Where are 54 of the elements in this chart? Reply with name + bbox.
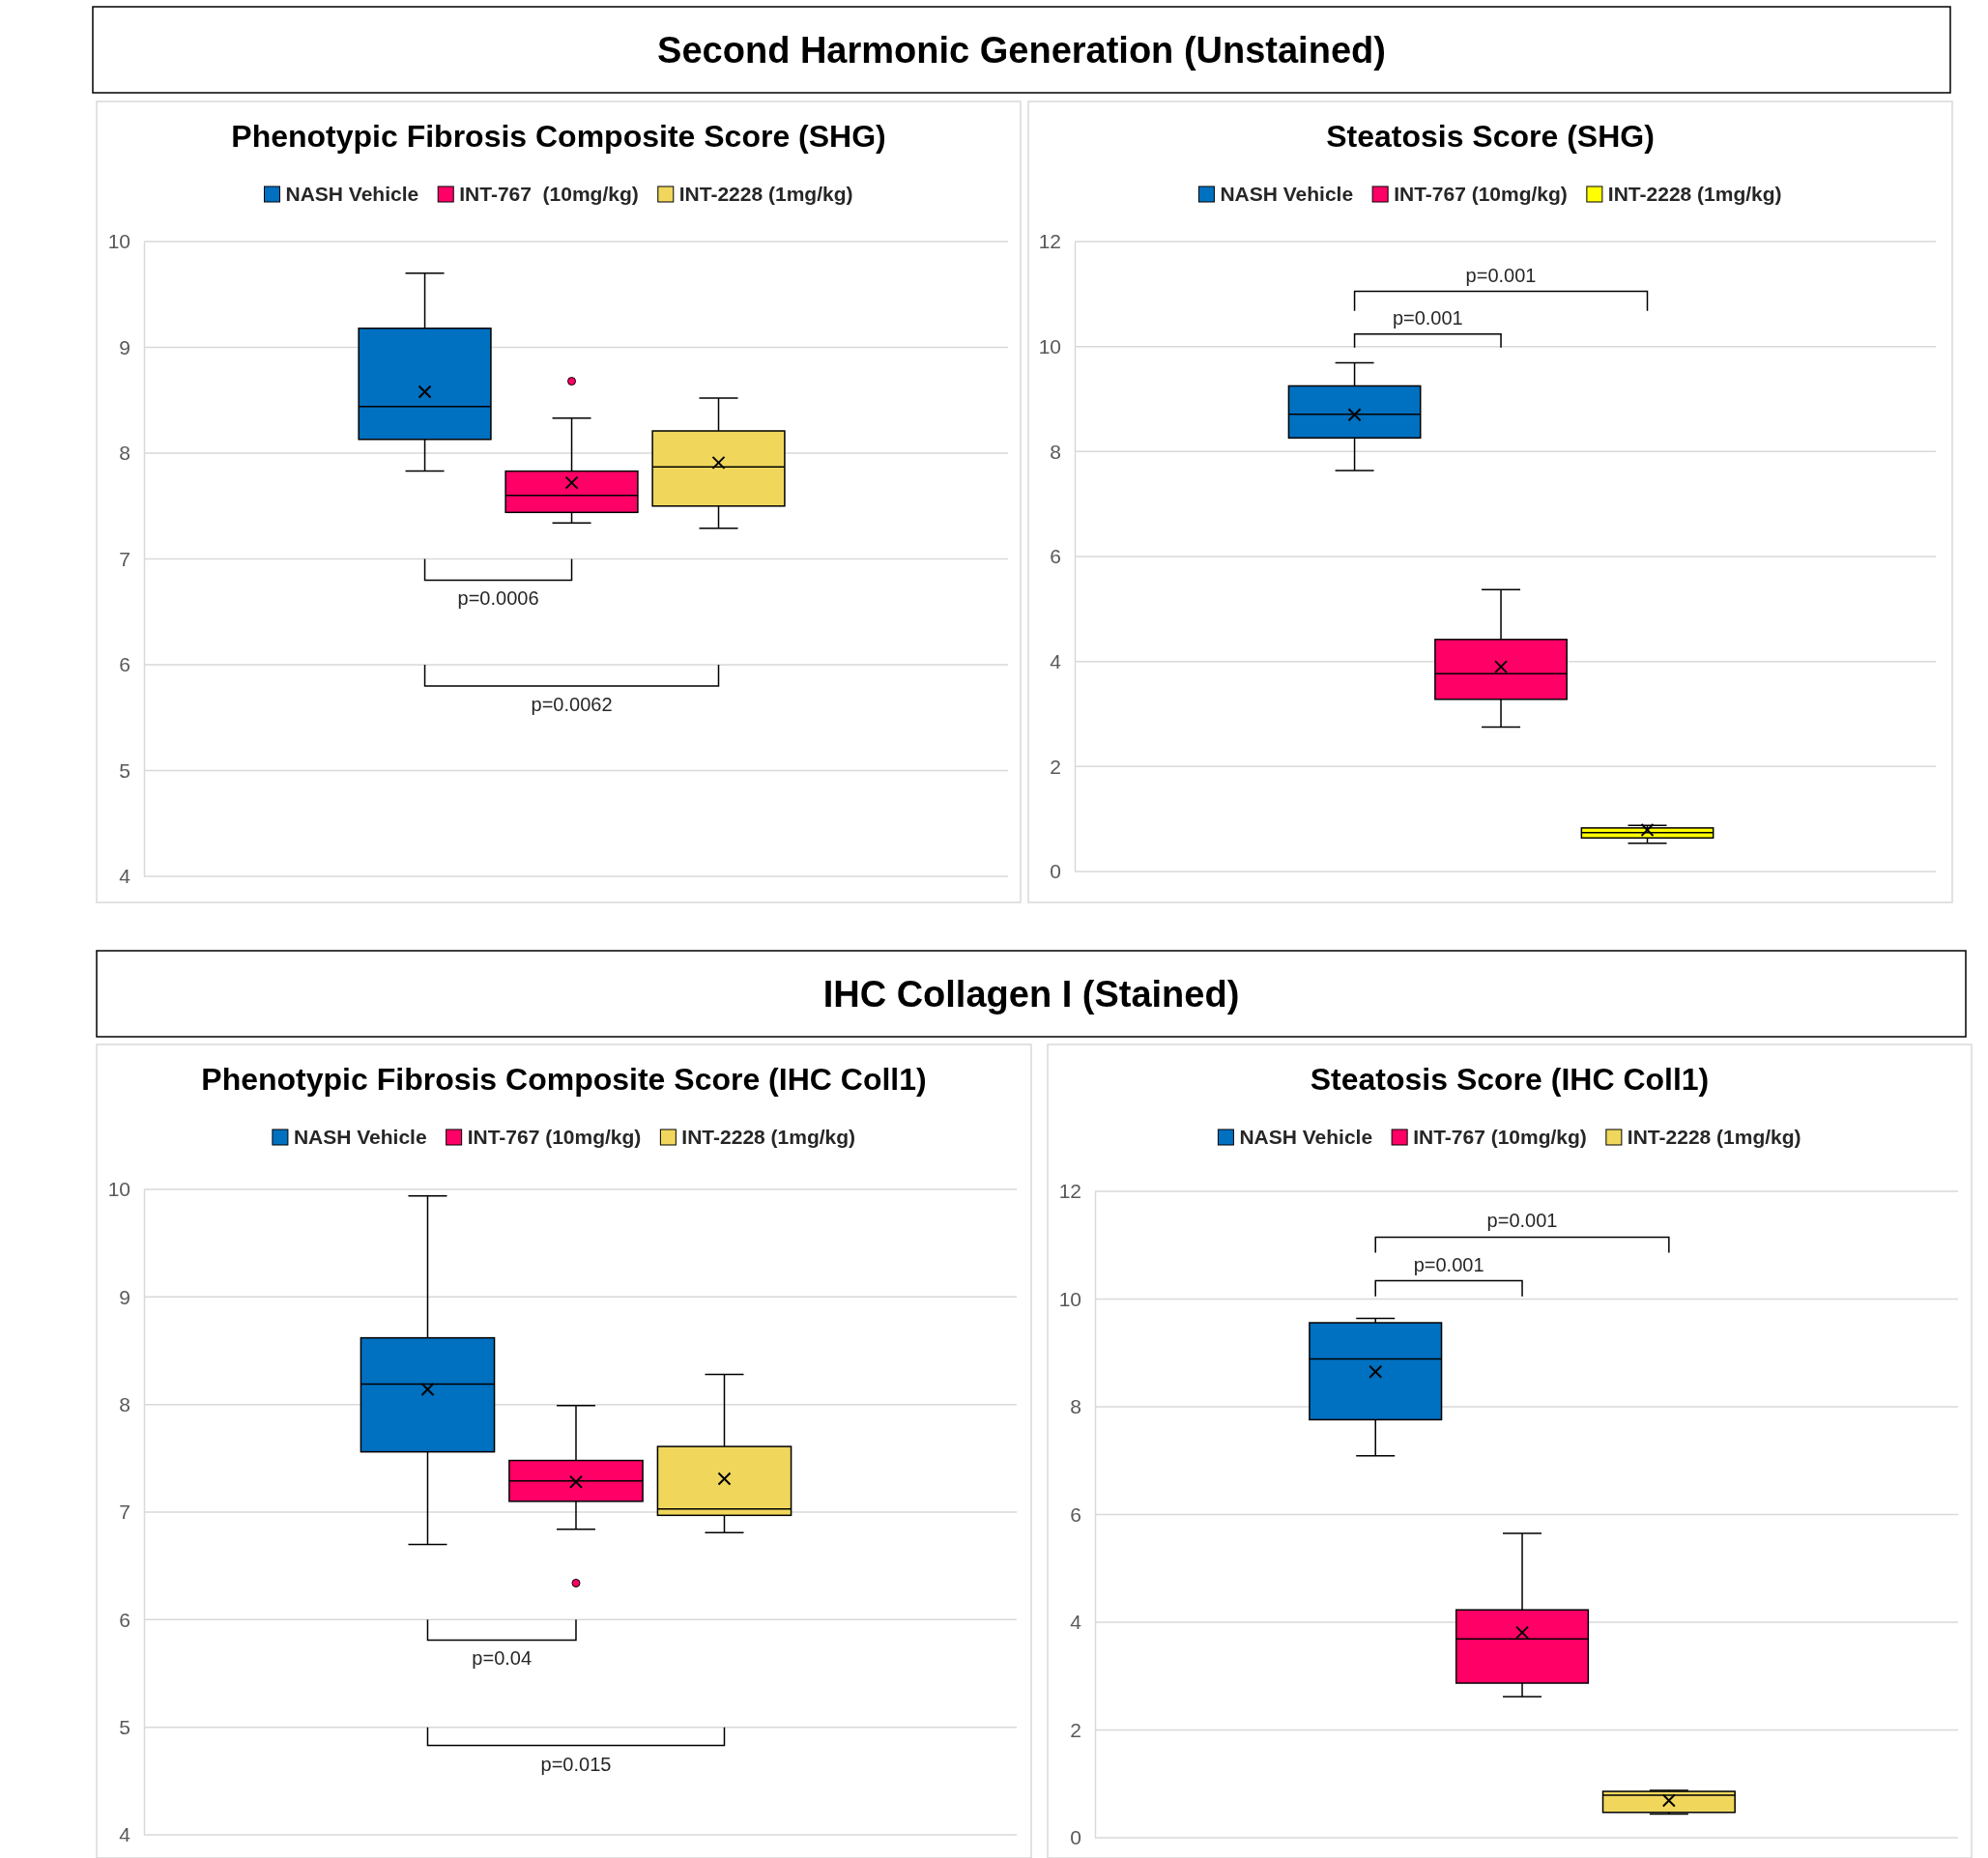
y-tick-label: 4: [119, 865, 131, 888]
y-tick-label: 2: [1050, 755, 1061, 778]
annotation: p=0.0006: [457, 587, 539, 610]
y-tick-label: 8: [119, 442, 130, 465]
legend-label: INT-2228 (1mg/kg): [678, 183, 853, 205]
y-tick-label: 0: [1070, 1826, 1081, 1849]
y-tick-label: 6: [1050, 545, 1061, 568]
chart-title: Phenotypic Fibrosis Composite Score (IHC Coll1): [201, 1062, 927, 1097]
chart-subtitle: Second Harmonic Generation (Unstained): [657, 29, 1386, 71]
y-tick-label: 4: [1050, 649, 1062, 672]
legend-label: INT-767 (10mg/kg): [1394, 183, 1568, 205]
annotation: p=0.001: [1486, 1210, 1558, 1232]
legend-label: NASH Vehicle: [285, 183, 419, 205]
legend-label: INT-2228 (1mg/kg): [1607, 183, 1782, 205]
annotation: p=0.001: [1413, 1253, 1484, 1275]
legend-label: INT-767 (10mg/kg): [459, 183, 639, 205]
y-tick-label: 5: [119, 758, 130, 782]
y-tick-label: 7: [119, 1501, 130, 1524]
legend-label: INT-767 (10mg/kg): [1413, 1126, 1587, 1148]
annotation: p=0.0062: [531, 693, 613, 715]
y-tick-label: 9: [119, 1285, 130, 1308]
legend-label: INT-2228 (1mg/kg): [1627, 1126, 1801, 1148]
y-tick-label: 8: [1070, 1395, 1081, 1418]
y-tick-label: 5: [119, 1715, 130, 1738]
y-tick-label: 10: [107, 1178, 130, 1201]
annotation: p=0.001: [1392, 306, 1463, 329]
chart-title: Steatosis Score (SHG): [1326, 119, 1655, 154]
y-tick-label: 4: [1070, 1611, 1082, 1634]
legend-label: NASH Vehicle: [1239, 1126, 1373, 1148]
y-tick-label: 6: [119, 653, 130, 676]
y-tick-label: 12: [1058, 1180, 1081, 1203]
chart-subtitle: IHC Collagen I (Stained): [822, 973, 1240, 1015]
y-tick-label: 10: [1058, 1287, 1081, 1310]
y-tick-label: 9: [119, 335, 130, 358]
y-tick-label: 6: [119, 1608, 130, 1631]
chart-title: Phenotypic Fibrosis Composite Score (SHG): [231, 119, 886, 154]
annotation: p=0.015: [540, 1753, 612, 1775]
y-tick-label: 0: [1050, 860, 1061, 883]
y-tick-label: 8: [1050, 440, 1061, 463]
chart-title: Steatosis Score (IHC Coll1): [1310, 1062, 1710, 1097]
legend-label: NASH Vehicle: [293, 1126, 427, 1148]
y-tick-label: 8: [119, 1392, 130, 1415]
annotation: p=0.001: [1465, 264, 1537, 286]
y-tick-label: 4: [119, 1823, 131, 1846]
legend-label: NASH Vehicle: [1220, 183, 1354, 205]
y-tick-label: 7: [119, 547, 130, 570]
annotation: p=0.04: [472, 1647, 533, 1670]
y-tick-label: 6: [1070, 1502, 1081, 1526]
y-tick-label: 12: [1038, 230, 1061, 253]
y-tick-label: 2: [1070, 1718, 1081, 1741]
y-tick-label: 10: [107, 230, 130, 253]
legend-label: INT-767 (10mg/kg): [467, 1126, 642, 1148]
y-tick-label: 10: [1038, 334, 1061, 357]
legend-label: INT-2228 (1mg/kg): [681, 1126, 856, 1148]
